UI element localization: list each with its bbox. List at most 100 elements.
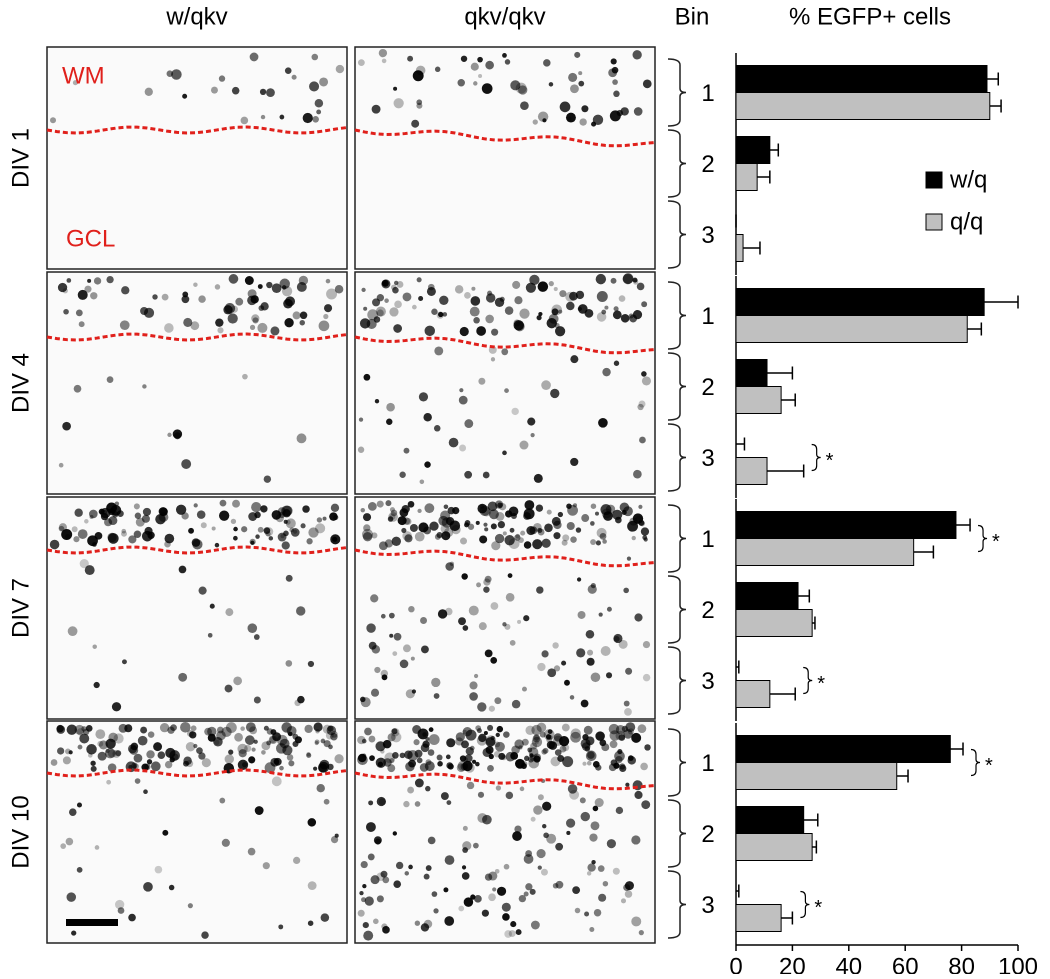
region-label: GCL [66, 225, 115, 252]
cell [363, 373, 371, 381]
cell [388, 612, 395, 619]
cell [414, 778, 424, 788]
cell [512, 280, 521, 289]
bar [735, 359, 768, 387]
cell [314, 740, 319, 746]
x-tick-label: 0 [729, 953, 742, 974]
cell [224, 754, 234, 764]
cell [428, 727, 434, 733]
cell [121, 286, 130, 295]
cell [164, 323, 174, 333]
cell [308, 527, 319, 538]
cell [144, 87, 153, 96]
cell [444, 916, 455, 926]
cell [143, 789, 148, 795]
cell [281, 285, 287, 290]
cell [424, 461, 431, 468]
error-bar [769, 687, 796, 701]
cell [569, 695, 575, 700]
cell [319, 77, 329, 87]
cell [164, 540, 171, 548]
cell [523, 891, 529, 897]
cell [436, 754, 443, 761]
cell [416, 277, 422, 283]
cell [249, 726, 258, 735]
cell [502, 913, 510, 921]
cell [360, 696, 366, 703]
cell [218, 75, 226, 82]
row-label: DIV 10 [7, 795, 34, 868]
cell [622, 273, 634, 284]
cell [242, 762, 248, 768]
cell [458, 905, 465, 912]
cell [219, 797, 226, 804]
cell [87, 278, 92, 283]
cell [531, 736, 543, 748]
region-label: WM [62, 62, 105, 89]
cell [219, 510, 230, 521]
x-tick-label: 40 [835, 953, 862, 974]
cell [217, 327, 224, 334]
cell [198, 295, 206, 303]
cell [631, 835, 641, 845]
cell [390, 284, 397, 291]
cell [157, 751, 166, 760]
bin-bracket [667, 129, 687, 198]
bar [735, 234, 744, 262]
cell [335, 64, 345, 74]
cell [640, 762, 648, 771]
cell [615, 755, 623, 764]
cell [198, 752, 206, 760]
cell [253, 696, 261, 704]
cell [498, 503, 507, 511]
cell [535, 504, 544, 512]
cell [585, 629, 595, 639]
boundary-line [46, 768, 348, 778]
cell [562, 756, 574, 768]
cell [106, 779, 112, 785]
cell [314, 739, 320, 745]
cell [507, 573, 513, 578]
cell [259, 88, 267, 96]
cell [248, 512, 258, 521]
cell [210, 86, 218, 94]
cell [469, 745, 475, 751]
cell [530, 816, 536, 822]
cell [532, 734, 541, 743]
cell [590, 521, 595, 526]
cell [514, 534, 521, 541]
cell [586, 657, 595, 666]
cell [74, 508, 83, 517]
bin-label: 1 [701, 750, 714, 777]
cell [502, 622, 507, 627]
cell [590, 503, 597, 509]
cell [165, 747, 176, 759]
cell [327, 725, 334, 732]
cell [286, 754, 294, 761]
cell [143, 882, 153, 892]
cell [528, 757, 540, 769]
cell [412, 70, 424, 82]
error-bar [812, 616, 816, 630]
cell [307, 660, 315, 668]
cell [100, 513, 109, 521]
cell [247, 847, 256, 856]
cell [547, 729, 553, 735]
cell [631, 535, 636, 541]
bin-header: Bin [675, 3, 710, 30]
cell [357, 446, 365, 453]
cell [250, 295, 259, 304]
cell [599, 532, 607, 540]
cell [469, 692, 478, 701]
cell [459, 444, 467, 452]
cell [77, 744, 83, 750]
cell [185, 759, 194, 768]
cell [334, 833, 339, 838]
cell [225, 722, 237, 734]
cell [183, 760, 189, 767]
cell [533, 522, 542, 532]
error-bar [989, 99, 1002, 113]
cell [76, 867, 83, 873]
cell [570, 731, 582, 743]
cell [566, 521, 575, 531]
